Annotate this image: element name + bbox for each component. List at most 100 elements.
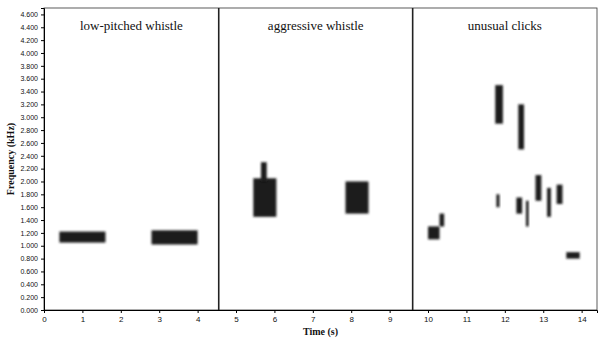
call [261, 162, 267, 181]
y-tick: 2.200 [20, 165, 44, 172]
call [496, 194, 499, 207]
y-tick: 3.200 [20, 101, 44, 108]
call [253, 178, 276, 217]
y-tick-label: 0.000 [20, 307, 38, 314]
y-tick-mark [41, 53, 44, 54]
y-tick-mark [41, 297, 44, 298]
call [440, 214, 445, 227]
call [547, 188, 551, 217]
y-tick-label: 4.400 [20, 24, 38, 31]
x-tick-mark [313, 310, 314, 313]
y-tick-label: 3.800 [20, 63, 38, 70]
x-tick-label: 0 [42, 315, 47, 324]
y-tick-mark [41, 156, 44, 157]
y-tick-mark [41, 310, 44, 311]
x-tick-mark [82, 310, 83, 313]
y-tick-label: 4.200 [20, 37, 38, 44]
call [518, 104, 524, 149]
y-tick-label: 1.800 [20, 191, 38, 198]
y-tick-mark [41, 14, 44, 15]
y-tick-label: 2.200 [20, 165, 38, 172]
x-tick-mark [543, 310, 544, 313]
calls [59, 85, 579, 258]
x-axis: 01234567891011121314 [42, 310, 597, 324]
call [516, 198, 522, 214]
y-tick: 2.600 [20, 140, 44, 147]
y-tick-mark [41, 284, 44, 285]
x-tick: 3 [157, 310, 162, 324]
y-tick-mark [41, 130, 44, 131]
x-tick-mark [582, 310, 583, 313]
y-tick-label: 3.200 [20, 101, 38, 108]
y-tick-label: 1.400 [20, 217, 38, 224]
call [59, 232, 105, 243]
y-tick: 0.800 [20, 255, 44, 262]
section-title: low-pitched whistle [80, 18, 183, 33]
x-tick-mark [428, 310, 429, 313]
x-tick: 7 [311, 310, 316, 324]
section-title: unusual clicks [468, 18, 542, 33]
x-tick-label: 4 [196, 315, 201, 324]
x-tick-label: 2 [119, 315, 124, 324]
x-tick: 0 [42, 310, 47, 324]
x-tick: 5 [234, 310, 239, 324]
x-tick-label: 5 [234, 315, 239, 324]
y-tick-label: 3.000 [20, 114, 38, 121]
call [526, 201, 529, 227]
y-tick: 4.000 [20, 50, 44, 57]
chart: low-pitched whistle aggressive whistle unu… [0, 0, 607, 344]
y-tick: 4.600 [20, 11, 44, 18]
y-tick: 0.200 [20, 294, 44, 301]
x-tick: 10 [424, 310, 433, 324]
y-tick: 3.600 [20, 75, 44, 82]
call [566, 252, 579, 258]
x-tick: 2 [119, 310, 124, 324]
section-title: aggressive whistle [268, 18, 364, 33]
y-tick: 0.600 [20, 268, 44, 275]
y-tick: 1.600 [20, 204, 44, 211]
x-tick: 11 [463, 310, 472, 324]
x-tick-label: 1 [81, 315, 86, 324]
y-tick-mark [41, 194, 44, 195]
x-tick-label: 7 [311, 315, 316, 324]
call [152, 230, 198, 244]
y-tick-mark [41, 143, 44, 144]
x-tick: 12 [501, 310, 510, 324]
x-tick-mark [121, 310, 122, 313]
y-tick-mark [41, 40, 44, 41]
y-tick: 4.400 [20, 24, 44, 31]
y-axis-title: Frequency (kHz) [5, 123, 17, 195]
x-tick: 8 [349, 310, 354, 324]
y-tick-label: 1.200 [20, 230, 38, 237]
y-tick: 3.800 [20, 63, 44, 70]
y-tick: 1.400 [20, 217, 44, 224]
section-divider [412, 8, 414, 310]
y-tick: 2.800 [20, 127, 44, 134]
y-tick: 1.000 [20, 242, 44, 249]
y-tick: 2.000 [20, 178, 44, 185]
call [536, 175, 542, 201]
x-tick-mark [351, 310, 352, 313]
y-tick: 4.200 [20, 37, 44, 44]
y-tick-label: 0.200 [20, 294, 38, 301]
call [495, 85, 503, 124]
y-tick-label: 0.400 [20, 281, 38, 288]
y-tick-mark [41, 246, 44, 247]
x-tick: 13 [539, 310, 548, 324]
x-tick-label: 11 [463, 315, 472, 324]
y-tick-label: 0.800 [20, 255, 38, 262]
y-tick-label: 1.600 [20, 204, 38, 211]
y-tick-mark [41, 259, 44, 260]
y-tick-mark [41, 169, 44, 170]
x-tick-mark [159, 310, 160, 313]
x-tick-label: 3 [157, 315, 162, 324]
x-tick-mark [466, 310, 467, 313]
y-tick: 0.400 [20, 281, 44, 288]
y-tick-label: 3.400 [20, 88, 38, 95]
y-tick-label: 4.000 [20, 50, 38, 57]
x-tick-mark [198, 310, 199, 313]
y-tick-label: 2.400 [20, 153, 38, 160]
x-tick-label: 14 [578, 315, 587, 324]
x-tick-label: 10 [424, 315, 433, 324]
y-tick: 0.000 [20, 307, 44, 314]
